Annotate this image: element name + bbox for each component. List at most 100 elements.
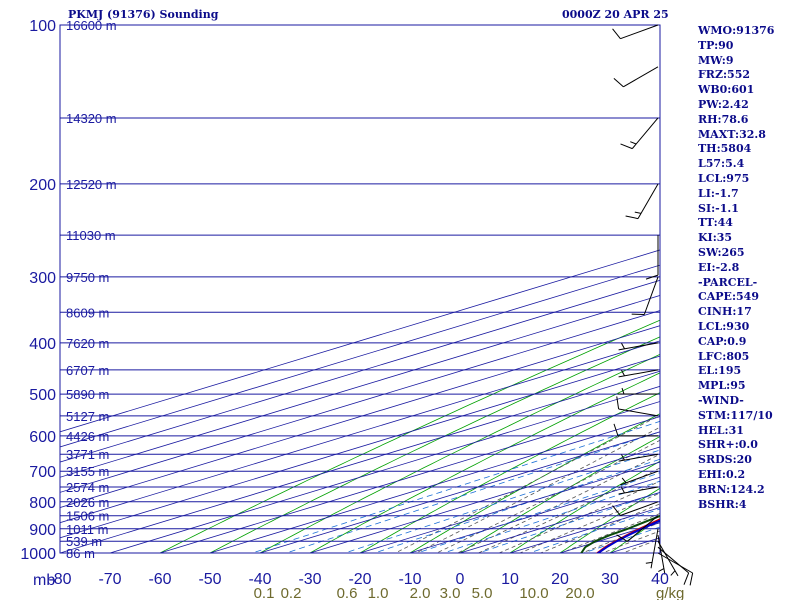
index-item: PW:2.42 bbox=[698, 97, 749, 111]
height-label: 86 m bbox=[66, 546, 95, 561]
dry-adiabat-line bbox=[559, 487, 660, 553]
mixing-ratio-line bbox=[373, 458, 660, 553]
wind-barb-half bbox=[634, 211, 642, 214]
moist-adiabat-line bbox=[394, 414, 660, 553]
wind-barb bbox=[612, 24, 659, 40]
station-title: PKMJ (91376) Sounding bbox=[68, 8, 219, 21]
wind-barb-flag bbox=[689, 572, 694, 586]
wind-barb-half bbox=[630, 141, 637, 145]
isotherm-line bbox=[309, 446, 660, 553]
mixing-ratio-line bbox=[415, 472, 660, 553]
index-item: HEL:31 bbox=[698, 423, 744, 437]
index-item: STM:117/10 bbox=[698, 408, 773, 422]
wind-barb-flag bbox=[616, 534, 628, 542]
index-item: MW:9 bbox=[698, 53, 734, 67]
mixing-ratio-label: 10.0 bbox=[519, 585, 548, 600]
index-item: LI:-1.7 bbox=[698, 186, 739, 200]
moist-adiabat-line bbox=[456, 453, 660, 553]
mixing-ratio-label: 2.0 bbox=[410, 585, 431, 600]
wind-barb bbox=[618, 342, 659, 351]
pressure-label: 200 bbox=[29, 177, 56, 194]
isotherm-line bbox=[60, 355, 660, 539]
index-item: MAXT:32.8 bbox=[698, 127, 766, 141]
height-label: 4426 m bbox=[66, 429, 109, 444]
temperature-label: -50 bbox=[198, 571, 221, 588]
wind-barb bbox=[616, 396, 659, 417]
wind-barb-half bbox=[670, 570, 676, 576]
wind-barb bbox=[613, 423, 658, 437]
wind-barb bbox=[618, 387, 658, 395]
wind-barb-flag bbox=[613, 78, 624, 88]
temperature-label: -20 bbox=[348, 571, 371, 588]
height-label: 2026 m bbox=[66, 495, 109, 510]
dry-adiabat-line bbox=[209, 336, 660, 553]
wind-barb-staff bbox=[657, 540, 679, 577]
temperature-label: 20 bbox=[551, 571, 569, 588]
wind-barb bbox=[613, 66, 659, 88]
index-item: FRZ:552 bbox=[698, 68, 751, 82]
moist-adiabat-line bbox=[518, 492, 660, 553]
height-label: 14320 m bbox=[66, 111, 117, 126]
wind-barb bbox=[625, 183, 659, 220]
wind-barb-flag bbox=[612, 505, 621, 516]
mixing-ratio-label: 0.1 bbox=[254, 585, 275, 600]
wind-barb-half bbox=[621, 342, 625, 350]
wind-barb bbox=[620, 470, 659, 486]
temperature-label: 10 bbox=[501, 571, 519, 588]
isotherm-line bbox=[159, 401, 660, 553]
pressure-label: 600 bbox=[29, 429, 56, 446]
wind-barb bbox=[620, 117, 659, 150]
moist-adiabat-line bbox=[601, 530, 660, 553]
isotherm-line bbox=[359, 461, 660, 553]
wind-barb bbox=[657, 535, 666, 575]
wind-barb-flag bbox=[616, 396, 620, 410]
wind-barb-half bbox=[621, 487, 625, 494]
wind-barb bbox=[657, 552, 694, 586]
mixing-ratio-label: 0.2 bbox=[281, 585, 302, 600]
wind-barb bbox=[657, 546, 690, 585]
wind-barb bbox=[618, 453, 659, 462]
wind-barb-flag bbox=[612, 28, 621, 39]
wind-barb-half bbox=[621, 454, 625, 461]
mixing-ratio-line bbox=[284, 431, 660, 553]
index-item: EL:195 bbox=[698, 364, 742, 378]
mixing-ratio-label: 1.0 bbox=[368, 585, 389, 600]
height-label: 2574 m bbox=[66, 480, 109, 495]
dry-adiabat-line bbox=[159, 319, 660, 553]
wind-barb-half bbox=[658, 568, 665, 573]
index-item: BRN:124.2 bbox=[698, 482, 765, 496]
wind-barb-staff bbox=[631, 117, 659, 149]
wind-barb bbox=[657, 540, 679, 577]
wind-barb-staff bbox=[657, 552, 693, 574]
index-item: EHI:0.2 bbox=[698, 467, 746, 481]
index-item: L57:5.4 bbox=[698, 157, 745, 171]
wind-barb-half bbox=[645, 561, 653, 564]
isotherm-line bbox=[109, 385, 660, 553]
wind-barb bbox=[618, 486, 659, 495]
pressure-label: 300 bbox=[29, 270, 56, 287]
isotherm-line bbox=[60, 279, 660, 463]
height-label: 9750 m bbox=[66, 270, 109, 285]
index-item: EI:-2.8 bbox=[698, 260, 740, 274]
wind-barb-staff bbox=[620, 501, 659, 516]
isotherm-line bbox=[60, 310, 660, 493]
wind-barb-half bbox=[621, 387, 625, 395]
mixing-ratio-label: 20.0 bbox=[565, 585, 594, 600]
parcel-profile bbox=[596, 519, 660, 553]
height-label: 16600 m bbox=[66, 18, 117, 33]
wind-barb-flag bbox=[620, 143, 633, 150]
mixing-ratio-line bbox=[343, 449, 660, 553]
temperature-label: 30 bbox=[601, 571, 619, 588]
index-item: SW:265 bbox=[698, 245, 745, 259]
pressure-label: 800 bbox=[29, 495, 56, 512]
index-item: RH:78.6 bbox=[698, 112, 749, 126]
pressure-label: 500 bbox=[29, 387, 56, 404]
wind-barb-staff bbox=[657, 546, 689, 574]
moist-adiabat-line bbox=[415, 426, 660, 553]
height-label: 3771 m bbox=[66, 447, 109, 462]
index-item: SHR+:0.0 bbox=[698, 438, 758, 452]
index-item: TP:90 bbox=[698, 38, 734, 52]
wind-barb-staff bbox=[623, 66, 659, 88]
mixing-ratio-label: 0.6 bbox=[337, 585, 358, 600]
pressure-label: 700 bbox=[29, 464, 56, 481]
